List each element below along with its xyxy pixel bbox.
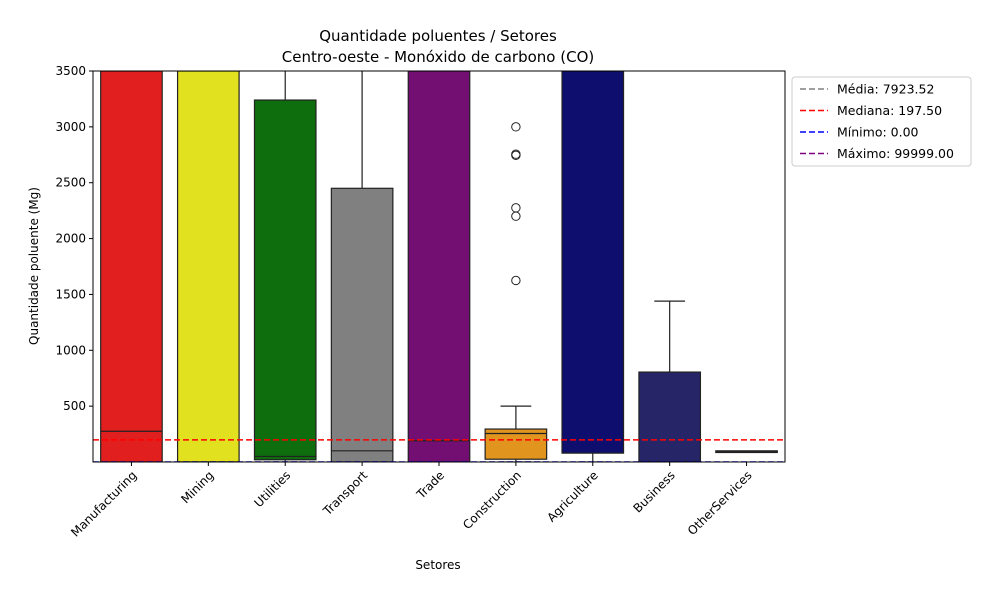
- y-axis: 500 1000 1500 2000 2500 3000 3500: [55, 64, 93, 413]
- outlier-point: [511, 275, 521, 286]
- box-Mining: [176, 71, 240, 462]
- y-tick-label: 2500: [55, 176, 86, 190]
- box-body: [253, 99, 317, 461]
- box-Business: [638, 300, 702, 462]
- box-Transport: [330, 71, 394, 462]
- box-body: [100, 71, 163, 462]
- outlier-point: [511, 149, 521, 159]
- x-axis: Manufacturing Mining Utilities Transport Tra…: [68, 462, 755, 540]
- x-tick-label: Trade: [413, 468, 447, 502]
- y-tick-label: 1000: [55, 343, 86, 357]
- box-body: [407, 71, 471, 462]
- y-tick-label: 1500: [55, 287, 86, 301]
- outlier-point: [511, 122, 521, 132]
- box-OtherServices: [715, 450, 778, 454]
- y-axis-label: Quantidade poluente (Mg): [27, 187, 41, 345]
- legend-entry: Mínimo: 0.00: [837, 125, 919, 140]
- box-body: [561, 71, 625, 454]
- x-tick-label: Agriculture: [544, 468, 601, 525]
- box-Agriculture: [561, 71, 625, 462]
- box-body: [176, 71, 240, 462]
- x-tick-label: Transport: [320, 468, 371, 519]
- box-Trade: [407, 71, 471, 462]
- box-body: [330, 187, 394, 462]
- chart-subtitle: Centro-oeste - Monóxido de carbono (CO): [282, 48, 594, 66]
- legend-entry: Média: 7923.52: [837, 82, 934, 97]
- x-axis-label: Setores: [415, 558, 460, 572]
- x-tick-label: Mining: [178, 468, 216, 506]
- box-Utilities: [253, 71, 317, 462]
- legend-entry: Mediana: 197.50: [837, 103, 942, 118]
- legend-entry: Máximo: 99999.00: [837, 146, 954, 161]
- plot-area: [93, 71, 785, 462]
- y-tick-label: 500: [63, 399, 86, 413]
- box-body: [638, 371, 702, 462]
- y-tick-label: 3500: [55, 64, 86, 78]
- x-tick-label: Utilities: [252, 468, 294, 510]
- x-tick-label: Construction: [460, 468, 524, 532]
- x-tick-label: Manufacturing: [68, 468, 139, 539]
- chart-title: Quantidade poluentes / Setores: [319, 27, 557, 45]
- y-tick-label: 2000: [55, 232, 86, 246]
- legend: Média: 7923.52 Mediana: 197.50 Mínimo: 0.0…: [791, 76, 972, 167]
- x-tick-label: Business: [630, 468, 677, 515]
- outlier-point: [511, 203, 521, 213]
- outlier-point: [511, 211, 521, 221]
- box-Manufacturing: [100, 71, 163, 462]
- legend-frame: [791, 76, 972, 167]
- y-tick-label: 3000: [55, 120, 86, 134]
- box-Construction: [484, 122, 548, 462]
- x-tick-label: OtherServices: [685, 468, 755, 538]
